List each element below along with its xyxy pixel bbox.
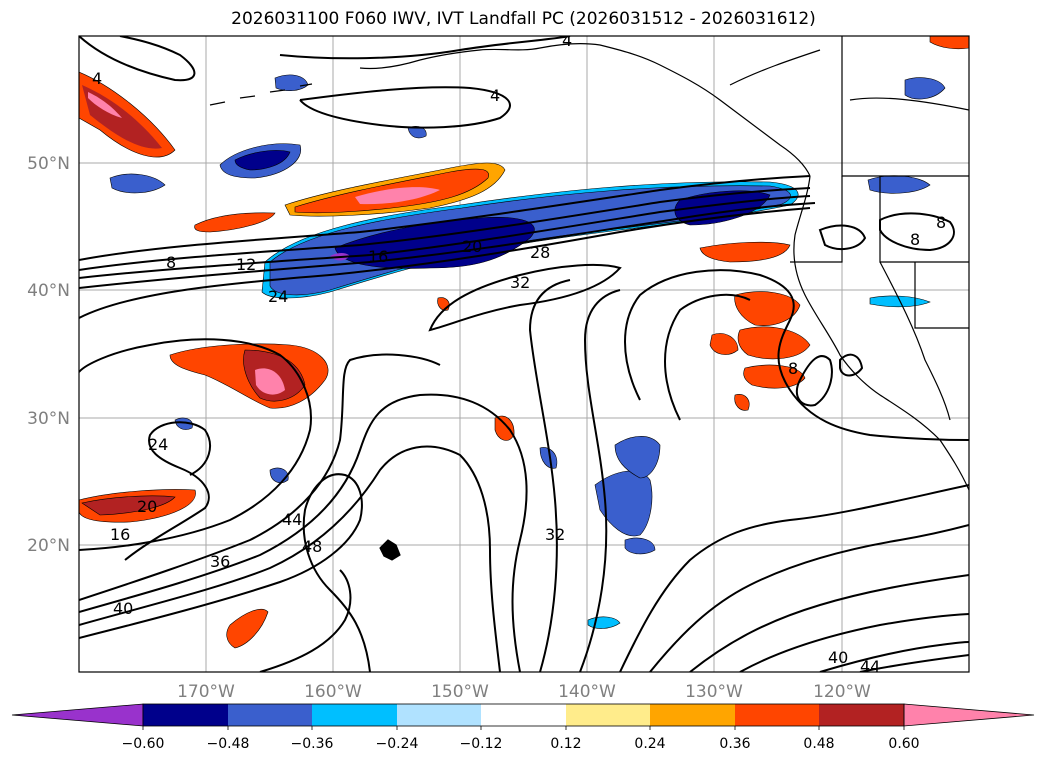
contour-label: 4	[92, 69, 102, 88]
colorbar-tick-label: −0.24	[376, 736, 419, 752]
contour-label: 12	[236, 255, 256, 274]
map-area: 4 4 4 8 8 8 12 16 20 28 32 24 24 20 16 3…	[79, 31, 969, 676]
colorbar-over-extension	[903, 703, 1035, 727]
lon-axis: 170°W 160°W 150°W 140°W 130°W 120°W	[177, 682, 871, 702]
lat-label: 50°N	[27, 154, 70, 174]
contour-label: 4	[562, 31, 572, 50]
colorbar-tick-label: 0.60	[888, 736, 919, 752]
contour-label: 32	[510, 273, 530, 292]
colorbar-outline	[142, 703, 905, 727]
colorbar-bin	[312, 704, 397, 726]
contour-label: 48	[302, 537, 322, 556]
contour-label: 4	[490, 86, 500, 105]
colorbar-tick-label: 0.12	[550, 736, 581, 752]
contour-label: 32	[545, 525, 565, 544]
contour-labels: 4 4 4 8 8 8 12 16 20 28 32 24 24 20 16 3…	[92, 31, 946, 676]
colorbar-tick-label: −0.60	[122, 736, 165, 752]
map-frame	[78, 35, 970, 673]
contour-label: 8	[910, 230, 920, 249]
contour-label: 8	[788, 359, 798, 378]
colorbar-tick-label: 0.24	[634, 736, 665, 752]
contour-label: 44	[860, 657, 880, 676]
colorbar-tick-label: −0.48	[207, 736, 250, 752]
colorbar-ticks	[142, 726, 905, 730]
colorbar-bin	[143, 704, 228, 726]
contour-label: 16	[110, 525, 130, 544]
contour-label: 36	[210, 552, 230, 571]
colorbar-bin	[228, 704, 312, 726]
contour-label: 16	[368, 247, 388, 266]
colorbar-bin	[397, 704, 481, 726]
colorbar-bin	[735, 704, 819, 726]
colorbar-bin	[566, 704, 650, 726]
lon-label: 150°W	[431, 682, 489, 702]
contour-label: 24	[268, 287, 288, 306]
colorbar-bin	[481, 704, 566, 726]
colorbar-tick-label: −0.12	[460, 736, 503, 752]
lon-label: 160°W	[304, 682, 362, 702]
colorbar-tick-label: −0.36	[291, 736, 334, 752]
lat-label: 30°N	[27, 409, 70, 429]
contour-label: 20	[462, 237, 482, 256]
contour-label: 44	[282, 510, 302, 529]
colorbar-bin	[650, 704, 735, 726]
contour-label: 8	[936, 213, 946, 232]
colorbar: −0.60 −0.48 −0.36 −0.24 −0.12 0.12 0.24 …	[11, 703, 1035, 752]
lat-axis: 50°N 40°N 30°N 20°N	[27, 154, 70, 556]
contour-label: 8	[166, 253, 176, 272]
contour-label: 24	[148, 435, 168, 454]
coastlines	[209, 36, 969, 561]
colorbar-bin	[819, 704, 904, 726]
lon-label: 140°W	[558, 682, 616, 702]
contour-label: 40	[828, 648, 848, 667]
iwv-contours	[79, 36, 969, 672]
lat-label: 20°N	[27, 536, 70, 556]
lat-label: 40°N	[27, 281, 70, 301]
contour-label: 20	[137, 497, 157, 516]
lon-label: 130°W	[685, 682, 743, 702]
colorbar-tick-label: 0.36	[719, 736, 750, 752]
colorbar-tick-label: 0.48	[803, 736, 834, 752]
lon-label: 170°W	[177, 682, 235, 702]
contour-label: 28	[530, 243, 550, 262]
lon-label: 120°W	[813, 682, 871, 702]
contour-label: 40	[113, 599, 133, 618]
colorbar-under-extension	[11, 703, 144, 727]
map-title: 2026031100 F060 IWV, IVT Landfall PC (20…	[231, 9, 816, 29]
